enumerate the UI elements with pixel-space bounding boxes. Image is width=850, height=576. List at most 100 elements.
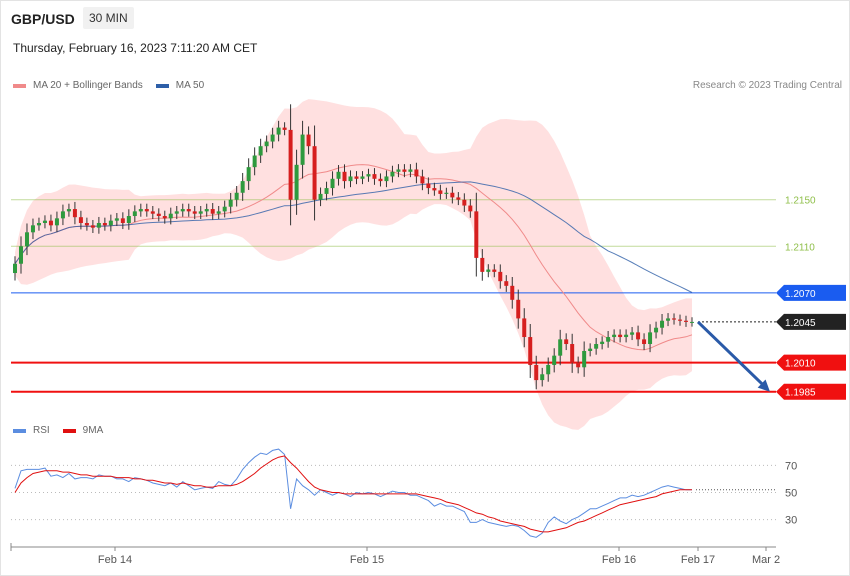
candle-body	[234, 192, 239, 200]
research-credit: Research © 2023 Trading Central	[692, 80, 842, 91]
candle-body	[426, 183, 431, 189]
candle-body	[60, 211, 65, 219]
candle-body	[666, 318, 671, 321]
candle-body	[684, 320, 689, 322]
candle-body	[174, 211, 179, 214]
candle-body	[144, 209, 149, 212]
candle-body	[402, 169, 407, 172]
candle-body	[414, 169, 419, 177]
ma20-legend-label: MA 20 + Bollinger Bands	[33, 80, 143, 91]
level-label-1.2110: 1.2110	[785, 242, 815, 253]
candle-body	[432, 188, 437, 191]
candle-body	[612, 334, 617, 338]
candle-body	[150, 211, 155, 214]
level-tag-1.2010	[776, 354, 846, 371]
candle-body	[534, 364, 539, 381]
candle-body	[690, 321, 694, 323]
candle-body	[654, 327, 659, 333]
candle-body	[288, 129, 293, 200]
candle-body	[210, 209, 215, 214]
instrument-title: GBP/USD	[11, 11, 75, 27]
candle-body	[678, 319, 683, 321]
candle-body	[588, 348, 593, 351]
candle-body	[108, 220, 113, 226]
candle-body	[18, 246, 23, 264]
candle-body	[78, 217, 83, 223]
candle-body	[516, 299, 521, 319]
x-tick-label: Feb 17	[681, 554, 715, 566]
candle-body	[504, 281, 509, 286]
candle-body	[96, 223, 101, 228]
level-tag-1.2070	[776, 284, 846, 301]
candle-body	[312, 146, 317, 200]
candle-body	[390, 171, 395, 177]
candle-body	[450, 192, 455, 198]
candle-body	[13, 263, 17, 274]
candle-body	[480, 257, 485, 272]
candle-body	[594, 344, 599, 349]
candle-body	[546, 364, 551, 375]
rsi-9ma-line	[14, 455, 692, 533]
candle-body	[354, 176, 359, 179]
candle-body	[456, 197, 461, 200]
candle-body	[30, 225, 35, 233]
candle-body	[162, 216, 167, 219]
candle-body	[156, 213, 161, 217]
x-tick-label: Feb 16	[602, 554, 636, 566]
rsi-legend-label: RSI	[33, 425, 50, 436]
ma50-legend-label: MA 50	[175, 80, 205, 91]
timestamp-label: Thursday, February 16, 2023 7:11:20 AM C…	[13, 41, 258, 55]
candle-body	[366, 174, 371, 177]
rsi-tick-30: 30	[785, 515, 797, 527]
candle-body	[564, 339, 569, 345]
candle-body	[570, 344, 575, 363]
candle-body	[48, 220, 53, 226]
candle-body	[132, 211, 137, 217]
candle-body	[294, 164, 299, 200]
candle-body	[630, 332, 635, 335]
candle-body	[576, 362, 581, 368]
candle-body	[660, 320, 665, 328]
rsi-legend: RSI 9MA	[13, 425, 103, 436]
ma50-legend-swatch	[155, 83, 169, 88]
candle-body	[420, 176, 425, 184]
candle-body	[180, 209, 185, 212]
candle-body	[510, 285, 515, 300]
candle-body	[462, 199, 467, 206]
candle-body	[192, 211, 197, 214]
candle-body	[348, 176, 353, 182]
rsi-ma-legend-label: 9MA	[82, 425, 104, 436]
candle-body	[582, 351, 587, 368]
candle-body	[222, 206, 227, 212]
candle-body	[474, 211, 479, 258]
candle-body	[252, 155, 257, 168]
candle-body	[126, 216, 131, 223]
level-label-1.2150: 1.2150	[785, 196, 816, 207]
candle-body	[24, 232, 29, 247]
rsi-tick-70: 70	[785, 460, 797, 472]
x-tick-label: Feb 15	[350, 554, 384, 566]
candle-body	[90, 225, 95, 228]
candle-body	[336, 171, 341, 179]
candle-body	[384, 176, 389, 182]
candle-body	[36, 223, 41, 226]
candle-body	[216, 211, 221, 214]
candle-body	[204, 209, 209, 212]
candle-body	[42, 220, 47, 223]
ma20-legend-swatch	[13, 83, 26, 88]
candle-body	[444, 192, 449, 194]
rsi-line	[14, 448, 692, 538]
candle-body	[114, 218, 119, 221]
timeframe-button[interactable]: 30 MIN	[83, 7, 134, 29]
level-tag-1.2045	[776, 313, 846, 330]
candle-body	[120, 218, 125, 223]
candle-body	[228, 199, 233, 207]
candle-body	[72, 209, 77, 218]
candle-body	[606, 337, 611, 342]
price-legend: MA 20 + Bollinger Bands MA 50	[13, 80, 204, 91]
candle-body	[486, 269, 491, 272]
candle-body	[642, 339, 647, 345]
candle-body	[648, 332, 653, 345]
candle-body	[552, 355, 557, 365]
